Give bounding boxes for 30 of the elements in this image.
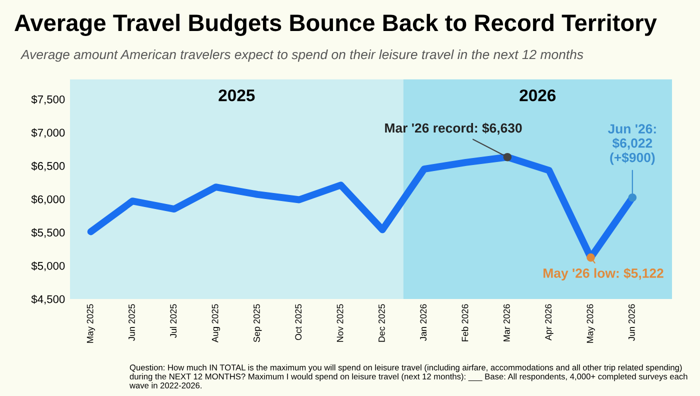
y-tick-label: $6,000 [31, 194, 65, 205]
text: Question: How much IN TOTAL is the maximum you will spend on leisure travel (including airfare, accommodations and all other trip related spending) during the NEXT 12 MONTHS? Maximum I would spend on leisure travel (next 12 months): ___ Base: All respondents, 4,000+ completed surveys each wave in 2022-2026. [129, 364, 688, 388]
band-label: 2026 [520, 89, 556, 102]
y-tick-label: $4,500 [31, 294, 65, 304]
y-tick-label: $7,500 [31, 94, 65, 105]
x-tick-label: May 2025 [86, 304, 96, 343]
x-tick-label: Apr 2026 [545, 304, 554, 340]
y-tick-label: $6,500 [31, 162, 65, 172]
x-tick-label: Jan 2026 [420, 304, 427, 341]
x-tick-label: Oct 2025 [295, 304, 302, 340]
x-tick-label: Feb 2026 [462, 304, 468, 342]
x-tick-label: Jul 2025 [170, 304, 177, 338]
band-label: 2025 [218, 89, 255, 102]
point [628, 193, 637, 202]
x-tick-label: Mar 2026 [503, 304, 510, 342]
x-tick-label: Dec 2025 [378, 304, 385, 342]
x-tick-label: Aug 2025 [212, 304, 220, 342]
annotation: May '26 low: $5,122 [544, 268, 664, 280]
x-tick-label: Jun 2025 [128, 304, 135, 341]
x-tick-label: Jun 2026 [628, 304, 635, 341]
x-tick-label: May 2026 [586, 304, 595, 343]
y-tick-label: $5,500 [31, 228, 65, 238]
x-tick-label: Sep 2025 [254, 304, 262, 342]
annotation: Jun '26: $6,022 (+$900) [608, 124, 656, 165]
chart-title: Average Travel Budgets Bounce Back to Record Territory [14, 14, 657, 36]
y-tick-label: $7,000 [31, 128, 65, 138]
chart-subtitle: Average amount American travelers expect to spend on their leisure travel in the next 12 months [20, 50, 584, 62]
annotation: Mar '26 record: $6,630 [385, 122, 522, 135]
x-tick-label: Nov 2025 [336, 304, 344, 342]
y-tick-label: $5,000 [31, 261, 65, 272]
